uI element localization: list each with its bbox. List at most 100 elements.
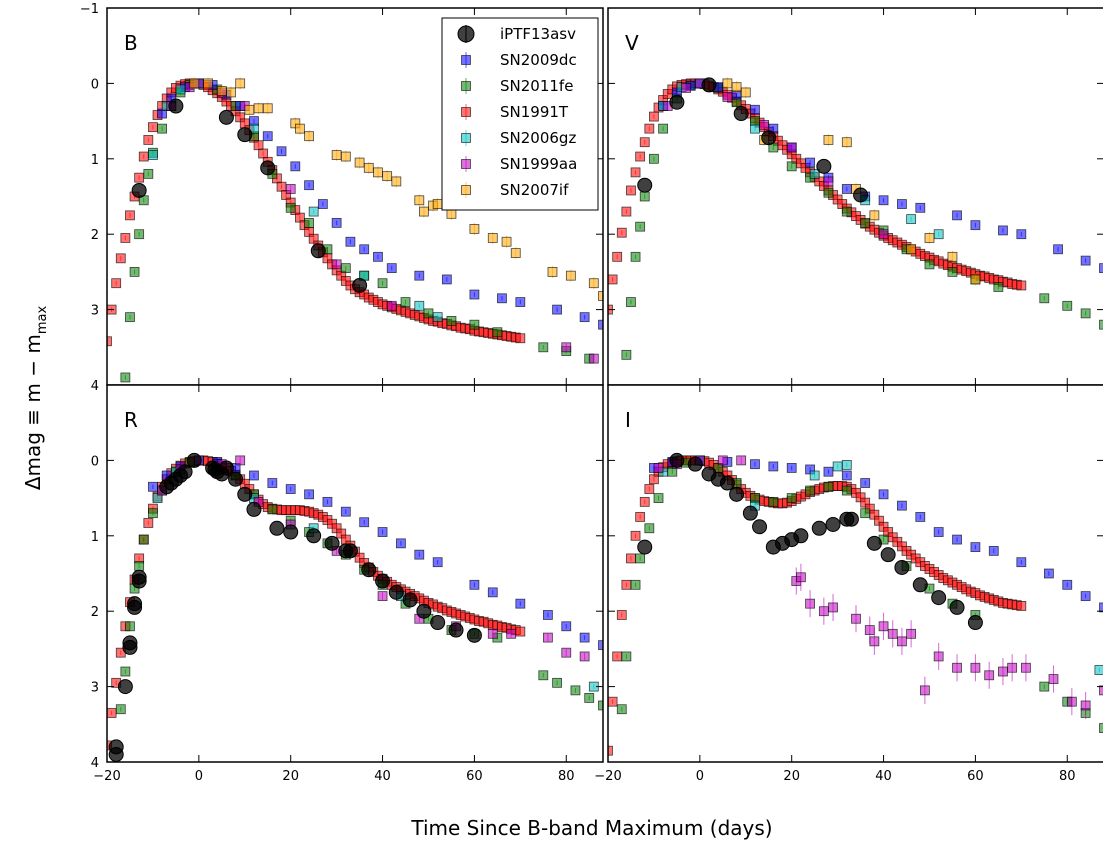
point-sn2009dc [373,251,383,262]
point-sn2009dc [1043,568,1054,579]
legend-entry: SN2007if [461,181,569,199]
point-sn1999aa [823,176,834,187]
point-sn2009dc [1099,263,1103,274]
point-sn2011fe [267,504,278,515]
point-sn2011fe [1039,293,1050,304]
point-sn2011fe [492,327,503,338]
point-sn2011fe [805,485,815,496]
point-sn2011fe [1080,308,1091,319]
point-sn2011fe [768,496,779,507]
ticks: −20 0 20 40 60 80 0 1 2 3 4 [91,384,603,784]
point-sn1999aa [653,463,664,473]
point-sn2007if [970,274,981,285]
y-tick-label: 2 [91,228,99,243]
point-sn2007if [731,82,742,93]
point-sn2009dc [933,527,944,537]
point-sn2007if [565,270,576,281]
point-sn1999aa [984,670,995,681]
svg-text:Δmag ≡ m − mmax: Δmag ≡ m − mmax [21,306,50,491]
point-sn1991t [138,151,149,162]
legend-marker [461,107,471,117]
point-sn1999aa [851,613,861,624]
point-sn2011fe [841,485,852,496]
point-sn1991t [143,135,154,145]
point-iptf13asv [218,460,234,476]
point-iptf13asv [733,106,749,122]
point-sn2011fe [658,123,669,134]
point-sn1991t [111,278,122,289]
point-sn2007if [262,103,273,114]
point-sn1991t [1016,280,1027,291]
point-sn2011fe [148,508,158,519]
series-sn2007if [722,77,981,286]
point-sn2007if [722,78,733,89]
point-sn2007if [588,278,599,289]
y-axis-title-subscript: max [35,306,50,335]
point-sn2007if [373,167,383,178]
point-sn2007if [304,131,314,142]
point-sn1991t [635,512,646,522]
point-sn2011fe [400,297,411,307]
point-sn1999aa [1080,700,1091,711]
point-sn1991t [120,233,131,243]
point-sn2007if [598,291,603,301]
point-sn2009dc [487,587,498,598]
panel-group: B −1 0 1 2 3 4 V R −20 0 20 40 60 80 0 1 2 3 4 I −20 0 20 40 60 80 [80,2,1103,784]
point-sn1999aa [878,621,889,632]
point-sn2009dc [915,202,926,213]
point-iptf13asv [949,599,965,615]
panel-label-b: B [124,31,138,55]
point-sn2011fe [644,523,655,534]
point-sn2007if [235,78,246,89]
point-sn2009dc [1080,591,1091,602]
point-sn1991t [630,530,641,541]
point-sn2007if [906,244,917,255]
legend-marker [461,185,471,195]
point-iptf13asv [701,77,717,93]
point-iptf13asv [853,187,869,203]
y-tick-label: −1 [80,2,99,17]
point-sn2007if [226,87,236,98]
point-sn2006gz [414,300,425,311]
point-iptf13asv [719,475,735,491]
point-sn1999aa [588,353,599,364]
point-sn2011fe [786,493,797,504]
point-sn2011fe [630,579,641,590]
point-sn2006gz [750,123,760,134]
series-iptf13asv [637,452,983,631]
point-sn2009dc [878,195,889,206]
point-iptf13asv [894,559,910,575]
point-sn1999aa [542,632,553,643]
legend-label: SN2006gz [500,129,576,147]
point-sn2007if [189,78,200,89]
point-iptf13asv [246,501,262,517]
point-iptf13asv [388,584,404,600]
legend-entry: SN2006gz [461,129,576,147]
y-tick-label: 1 [91,530,99,545]
point-sn1991t [134,172,145,183]
point-sn2009dc [579,632,590,643]
point-sn2009dc [359,244,370,255]
point-sn2009dc [317,199,328,209]
point-sn2009dc [331,217,342,228]
plot-data [608,77,1103,360]
plot-data [107,452,603,762]
point-sn1999aa [487,628,498,639]
point-sn2009dc [285,484,296,494]
panel-i: I −20 0 20 40 60 80 [594,384,1103,784]
point-sn2007if [354,157,365,168]
point-sn2009dc [897,199,907,209]
point-sn2009dc [377,527,388,537]
point-sn1991t [253,140,264,151]
point-iptf13asv [866,535,882,551]
x-tick-label: 80 [558,769,575,784]
point-sn2011fe [1099,723,1103,733]
x-axis-title: Time Since B-band Maximum (days) [410,816,772,840]
point-sn2009dc [290,161,301,172]
legend-marker [461,81,471,91]
y-tick-label: 3 [91,681,99,696]
x-tick-label: 20 [282,769,299,784]
point-iptf13asv [108,739,124,755]
point-sn2007if [469,224,480,234]
